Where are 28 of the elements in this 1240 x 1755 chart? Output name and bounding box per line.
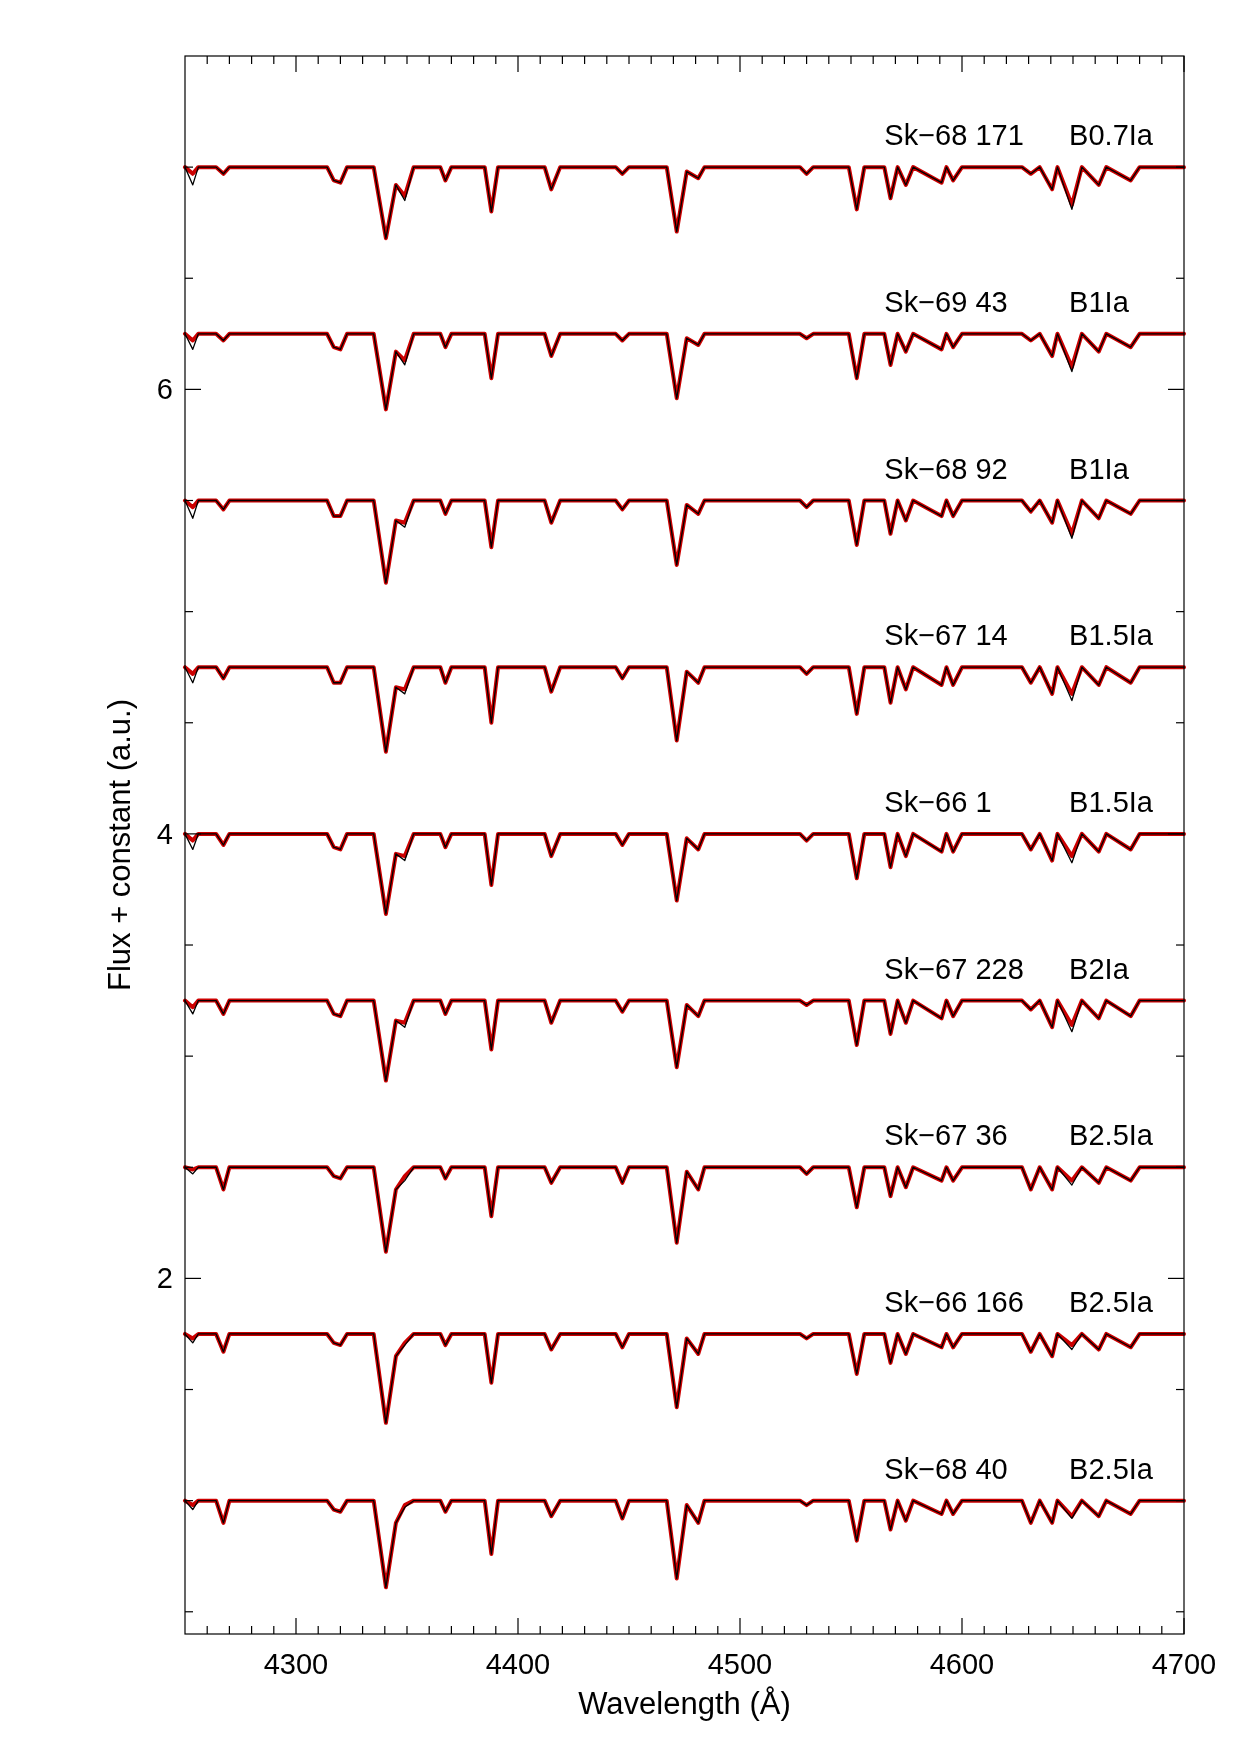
x-axis-title: Wavelength (Å) <box>578 1686 791 1721</box>
annotation: Sk−67 228 <box>884 952 1024 985</box>
annotation: Sk−67 36 <box>884 1119 1008 1152</box>
y-tick-label: 2 <box>156 1262 173 1295</box>
annotation: B1Ia <box>1069 452 1130 485</box>
x-tick-label: 4400 <box>485 1648 551 1680</box>
x-tick-label: 4300 <box>263 1648 329 1680</box>
annotation: B2.5Ia <box>1069 1285 1154 1318</box>
annotation: Sk−66 166 <box>884 1285 1024 1318</box>
y-tick-label: 6 <box>156 373 173 406</box>
annotation: B1Ia <box>1069 285 1130 318</box>
annotation: Sk−69 43 <box>884 285 1008 318</box>
y-tick-label: 4 <box>156 817 173 850</box>
annotation: Sk−68 171 <box>884 119 1024 152</box>
annotation: Sk−68 92 <box>884 452 1008 485</box>
annotation: B1.5Ia <box>1069 785 1154 818</box>
y-axis-title: Flux + constant (a.u.) <box>102 698 137 992</box>
x-tick-label: 4700 <box>1151 1648 1217 1680</box>
x-tick-label: 4500 <box>707 1648 773 1680</box>
annotation: B0.7Ia <box>1069 119 1154 152</box>
annotation: Sk−66 1 <box>884 785 992 818</box>
annotation: Sk−68 40 <box>884 1452 1008 1485</box>
annotation: B2Ia <box>1069 952 1130 985</box>
annotation: Sk−67 14 <box>884 619 1008 652</box>
annotation: B2.5Ia <box>1069 1119 1154 1152</box>
x-tick-label: 4600 <box>929 1648 995 1680</box>
annotation: B1.5Ia <box>1069 619 1154 652</box>
annotation: B2.5Ia <box>1069 1452 1154 1485</box>
